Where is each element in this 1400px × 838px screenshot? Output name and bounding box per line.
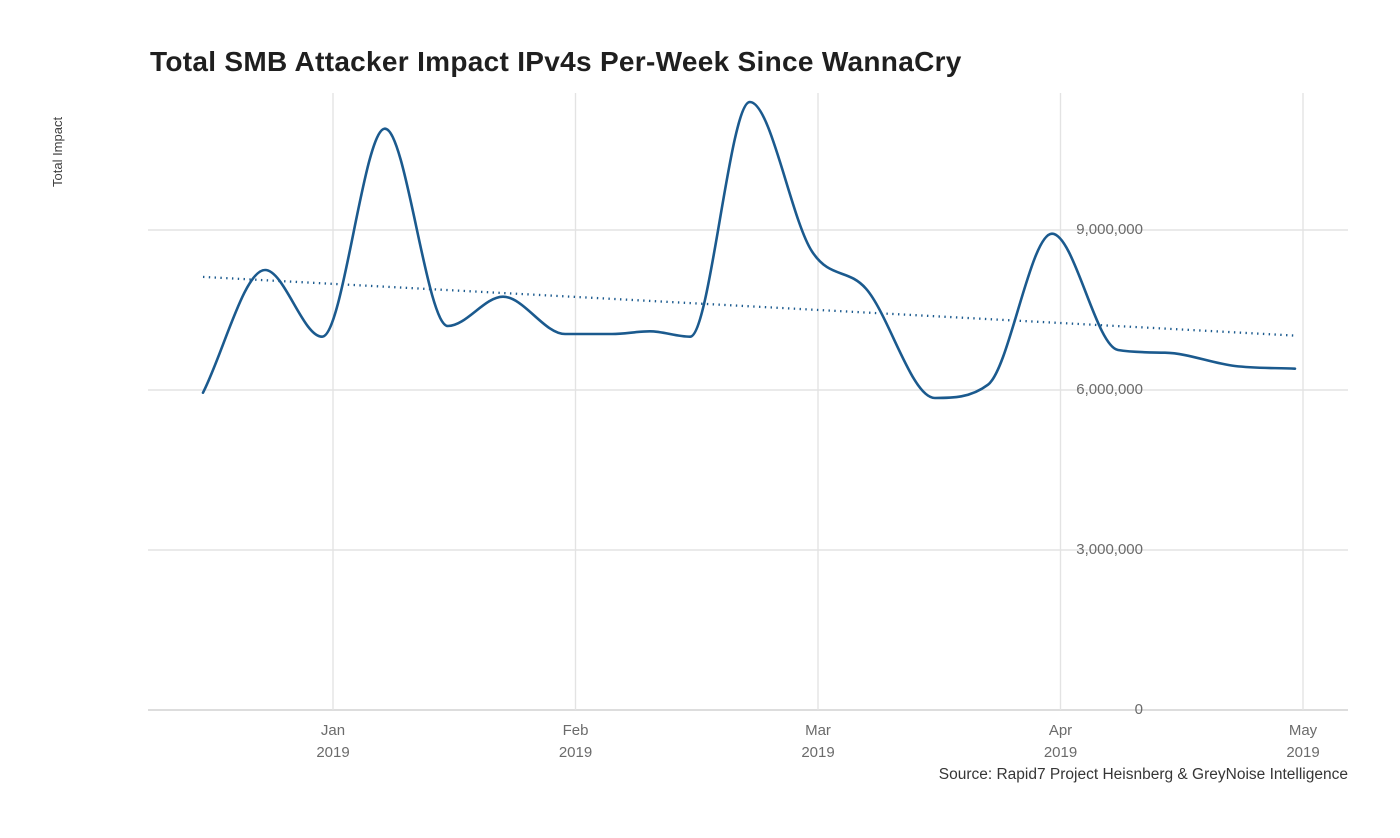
y-tick-label: 9,000,000 [1076, 221, 1143, 238]
x-tick-year: 2019 [558, 744, 593, 761]
x-tick-label: Feb 2019 [531, 720, 621, 764]
x-tick-month: May [1288, 722, 1318, 739]
horizontal-gridlines [148, 229, 1348, 711]
x-tick-year: 2019 [1286, 744, 1320, 761]
trend-line [202, 275, 1296, 337]
x-tick-month: Apr [1048, 722, 1073, 739]
x-tick-label: Mar 2019 [773, 720, 863, 764]
x-tick-month: Mar [805, 722, 831, 739]
source-caption: Source: Rapid7 Project Heisnberg & GreyN… [938, 766, 1348, 783]
x-tick-label: May 2019 [1258, 720, 1348, 764]
x-tick-year: 2019 [1043, 744, 1078, 761]
y-tick-label: 3,000,000 [1076, 541, 1143, 558]
impact-line-series [201, 100, 1297, 400]
x-tick-year: 2019 [316, 744, 350, 761]
y-tick-label: 0 [1134, 701, 1143, 718]
x-tick-month: Feb [562, 722, 589, 739]
x-tick-label: Jan 2019 [288, 720, 378, 764]
x-tick-month: Jan [320, 722, 346, 739]
vertical-gridlines [332, 93, 1304, 710]
x-tick-label: Apr 2019 [1016, 720, 1106, 764]
x-tick-year: 2019 [801, 744, 835, 761]
chart-title: Total SMB Attacker Impact IPv4s Per-Week… [150, 46, 962, 77]
y-tick-label: 6,000,000 [1076, 381, 1143, 398]
